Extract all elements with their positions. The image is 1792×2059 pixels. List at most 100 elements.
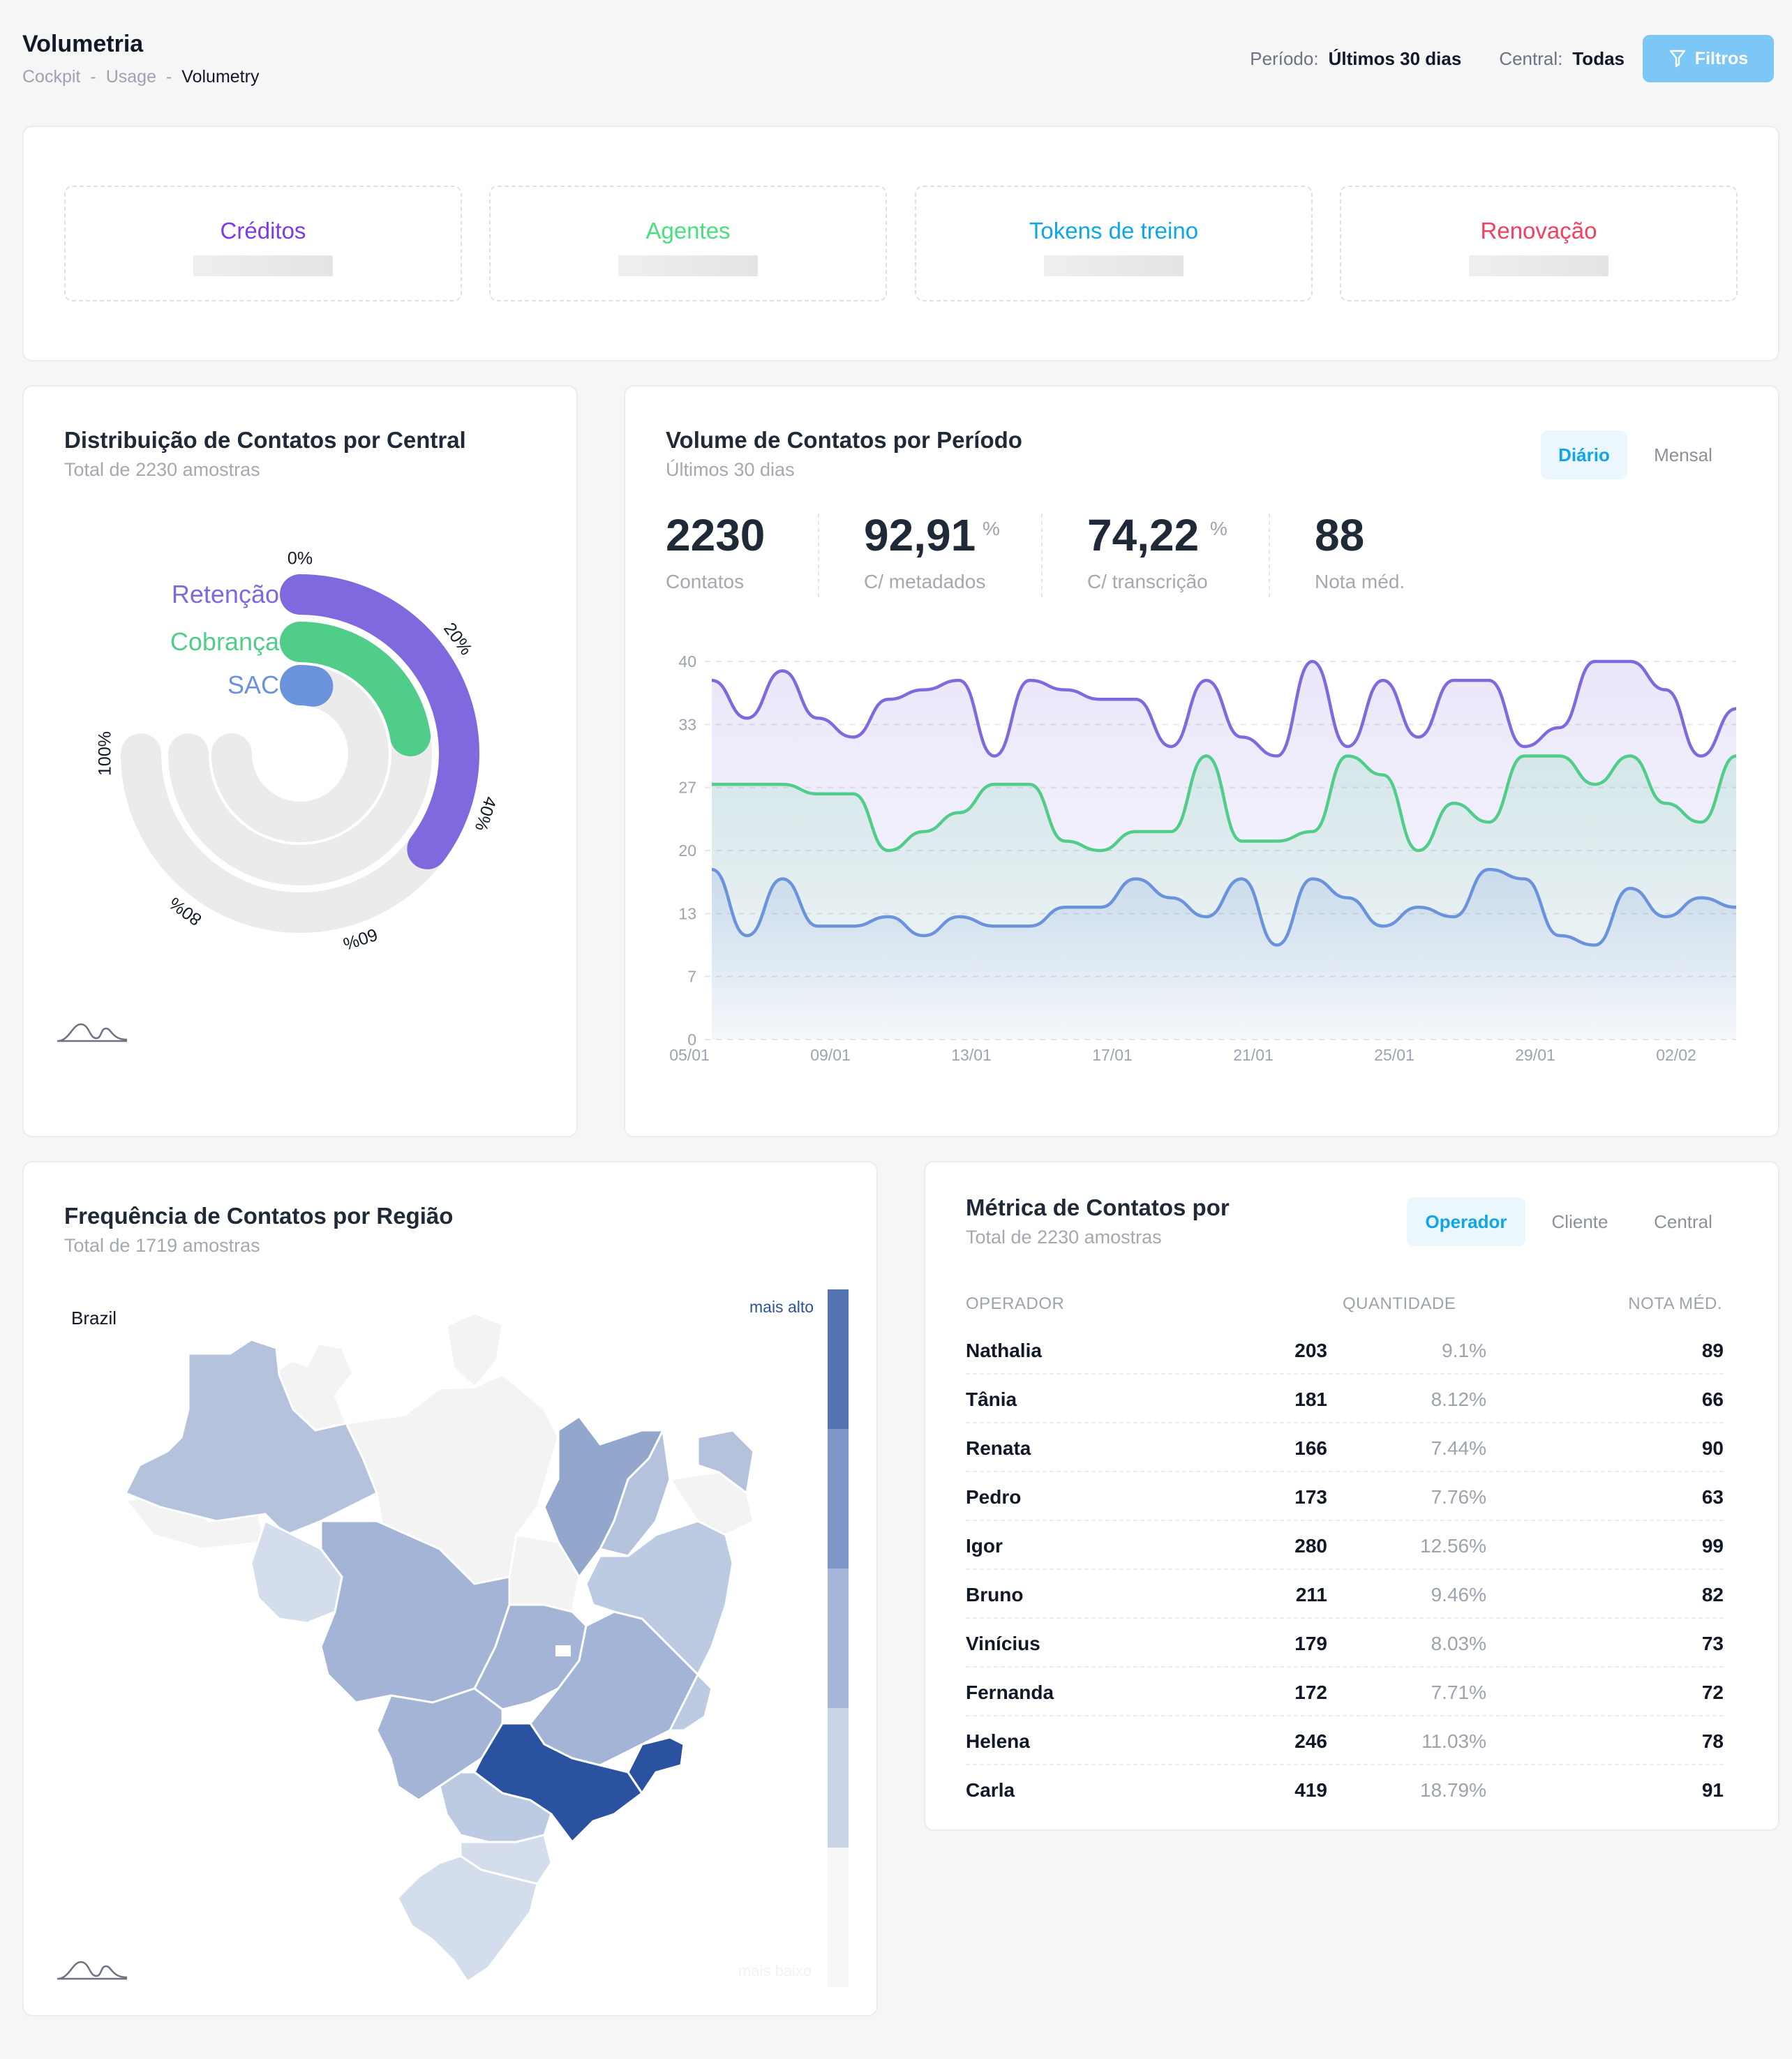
column-header-operador[interactable]: OPERADOR (966, 1294, 1065, 1313)
table-row[interactable]: Vinícius 179 8.03% 73 (966, 1619, 1724, 1668)
stat-divider (818, 514, 819, 597)
quantity-percent: 7.71% (1431, 1682, 1486, 1703)
kpi-label: Agentes (645, 218, 731, 244)
quantity-value: 172 (1294, 1682, 1327, 1703)
operator-name: Tânia (966, 1388, 1017, 1410)
quantity-percent: 8.12% (1431, 1388, 1486, 1410)
operator-name: Carla (966, 1779, 1015, 1801)
kpi-value-placeholder (1044, 255, 1184, 276)
series-sac-line[interactable] (711, 867, 1737, 947)
quantity-percent: 9.1% (1442, 1340, 1486, 1361)
quantity-percent: 11.03% (1421, 1730, 1486, 1752)
series-cobranca-line[interactable] (712, 754, 1737, 853)
table-row[interactable]: Nathalia 203 9.1% 89 (966, 1326, 1724, 1375)
y-tick-label: 33 (678, 715, 696, 733)
tab-diario[interactable]: Diário (1541, 430, 1627, 479)
radial-tick-label: 40% (471, 794, 500, 833)
table-row[interactable]: Helena 246 11.03% 78 (966, 1716, 1724, 1765)
nota-value: 82 (1701, 1584, 1724, 1605)
operator-name: Vinícius (966, 1633, 1040, 1654)
table-row[interactable]: Carla 419 18.79% 91 (966, 1765, 1724, 1814)
column-header-nota[interactable]: NOTA MÉD. (1628, 1294, 1722, 1313)
nota-value: 63 (1701, 1486, 1724, 1508)
quantity-percent: 8.03% (1431, 1633, 1486, 1654)
kpi-renovacao[interactable]: Renovação (1340, 186, 1738, 301)
breadcrumb-item-usage[interactable]: Usage (105, 67, 156, 87)
kpi-label: Renovação (1480, 218, 1597, 244)
map-state-amapa[interactable] (445, 1312, 504, 1389)
operator-name: Fernanda (966, 1682, 1054, 1703)
quantity-percent: 12.56% (1420, 1535, 1486, 1557)
page-title: Volumetria (22, 31, 144, 57)
breadcrumb-separator: - (90, 67, 96, 87)
map-state-nordeste-leste[interactable] (696, 1429, 755, 1495)
operator-name: Igor (966, 1535, 1003, 1557)
kpi-agentes[interactable]: Agentes (489, 186, 887, 301)
radial-tick-label: 100% (96, 731, 115, 776)
legend-swatch (828, 1289, 849, 1429)
central-value[interactable]: Todas (1572, 47, 1625, 69)
operator-name: Bruno (966, 1584, 1024, 1605)
breadcrumb: Cockpit - Usage - Volumetry (22, 67, 259, 87)
legend-swatch (828, 1708, 849, 1848)
nota-value: 90 (1701, 1437, 1724, 1459)
chart-logo-icon (57, 1023, 128, 1042)
table-row[interactable]: Fernanda 172 7.71% 72 (966, 1668, 1724, 1716)
map-state-espirito-santo[interactable] (668, 1672, 713, 1732)
map-state-rondonia[interactable] (250, 1519, 343, 1624)
metrics-subtitle: Total de 2230 amostras (966, 1227, 1162, 1248)
nota-value: 78 (1701, 1730, 1724, 1752)
quantity-value: 280 (1294, 1535, 1327, 1557)
kpi-card (22, 126, 1779, 361)
x-tick-label: 21/01 (1233, 1046, 1274, 1064)
operator-name: Pedro (966, 1486, 1022, 1508)
stat-metadados-label: C/ metadados (864, 571, 986, 592)
periodo-label: Período: (1250, 47, 1319, 69)
x-tick-label: 29/01 (1515, 1046, 1555, 1064)
filter-icon (1669, 50, 1685, 68)
nota-value: 99 (1701, 1535, 1724, 1557)
tab-operador[interactable]: Operador (1407, 1197, 1525, 1246)
tab-central[interactable]: Central (1654, 1211, 1712, 1232)
periodo-value[interactable]: Últimos 30 dias (1328, 47, 1462, 69)
radial-bar-cobrança[interactable] (280, 622, 431, 756)
breadcrumb-item-cockpit[interactable]: Cockpit (22, 67, 81, 87)
table-row[interactable]: Igor 280 12.56% 99 (966, 1521, 1724, 1570)
tab-cliente[interactable]: Cliente (1551, 1211, 1608, 1232)
y-tick-label: 7 (687, 968, 696, 986)
table-row[interactable]: Bruno 211 9.46% 82 (966, 1570, 1724, 1619)
operator-name: Renata (966, 1437, 1031, 1459)
map-state-rio-grande-do-sul[interactable] (396, 1855, 539, 1984)
header-filters: Período: Últimos 30 dias Central: Todas … (1250, 35, 1774, 82)
kpi-value-placeholder (618, 255, 758, 276)
filters-button-label: Filtros (1694, 48, 1749, 68)
region-subtitle: Total de 1719 amostras (64, 1235, 260, 1256)
map-state-df[interactable] (555, 1645, 571, 1656)
table-row[interactable]: Tânia 181 8.12% 66 (966, 1375, 1724, 1423)
map-state-bahia[interactable] (585, 1520, 734, 1677)
tab-mensal[interactable]: Mensal (1654, 444, 1712, 465)
kpi-creditos[interactable]: Créditos (64, 186, 462, 301)
filters-button[interactable]: Filtros (1643, 35, 1774, 82)
radial-category-label: Cobrança (170, 627, 280, 656)
radial-bar-sac[interactable] (280, 665, 334, 707)
nota-value: 72 (1701, 1682, 1724, 1703)
series-retencao-line[interactable] (711, 659, 1737, 758)
radial-bar-retenção[interactable] (280, 574, 479, 869)
kpi-tokens[interactable]: Tokens de treino (915, 186, 1313, 301)
table-row[interactable]: Renata 166 7.44% 90 (966, 1423, 1724, 1472)
x-tick-label: 09/01 (810, 1046, 851, 1064)
kpi-label: Tokens de treino (1029, 218, 1199, 244)
map-state-rio-de-janeiro[interactable] (627, 1736, 685, 1795)
radial-tick-label: 0% (288, 549, 313, 569)
map-state-piaui[interactable] (598, 1427, 671, 1557)
table-row[interactable]: Pedro 173 7.76% 63 (966, 1472, 1724, 1521)
x-tick-label: 05/01 (669, 1046, 710, 1064)
nota-value: 73 (1701, 1633, 1724, 1654)
column-header-quantidade[interactable]: QUANTIDADE (1343, 1294, 1456, 1313)
map-label: Brazil (71, 1308, 117, 1328)
x-tick-label: 13/01 (951, 1046, 992, 1064)
quantity-value: 179 (1294, 1633, 1327, 1654)
quantity-percent: 7.76% (1431, 1486, 1486, 1508)
quantity-value: 173 (1294, 1486, 1327, 1508)
